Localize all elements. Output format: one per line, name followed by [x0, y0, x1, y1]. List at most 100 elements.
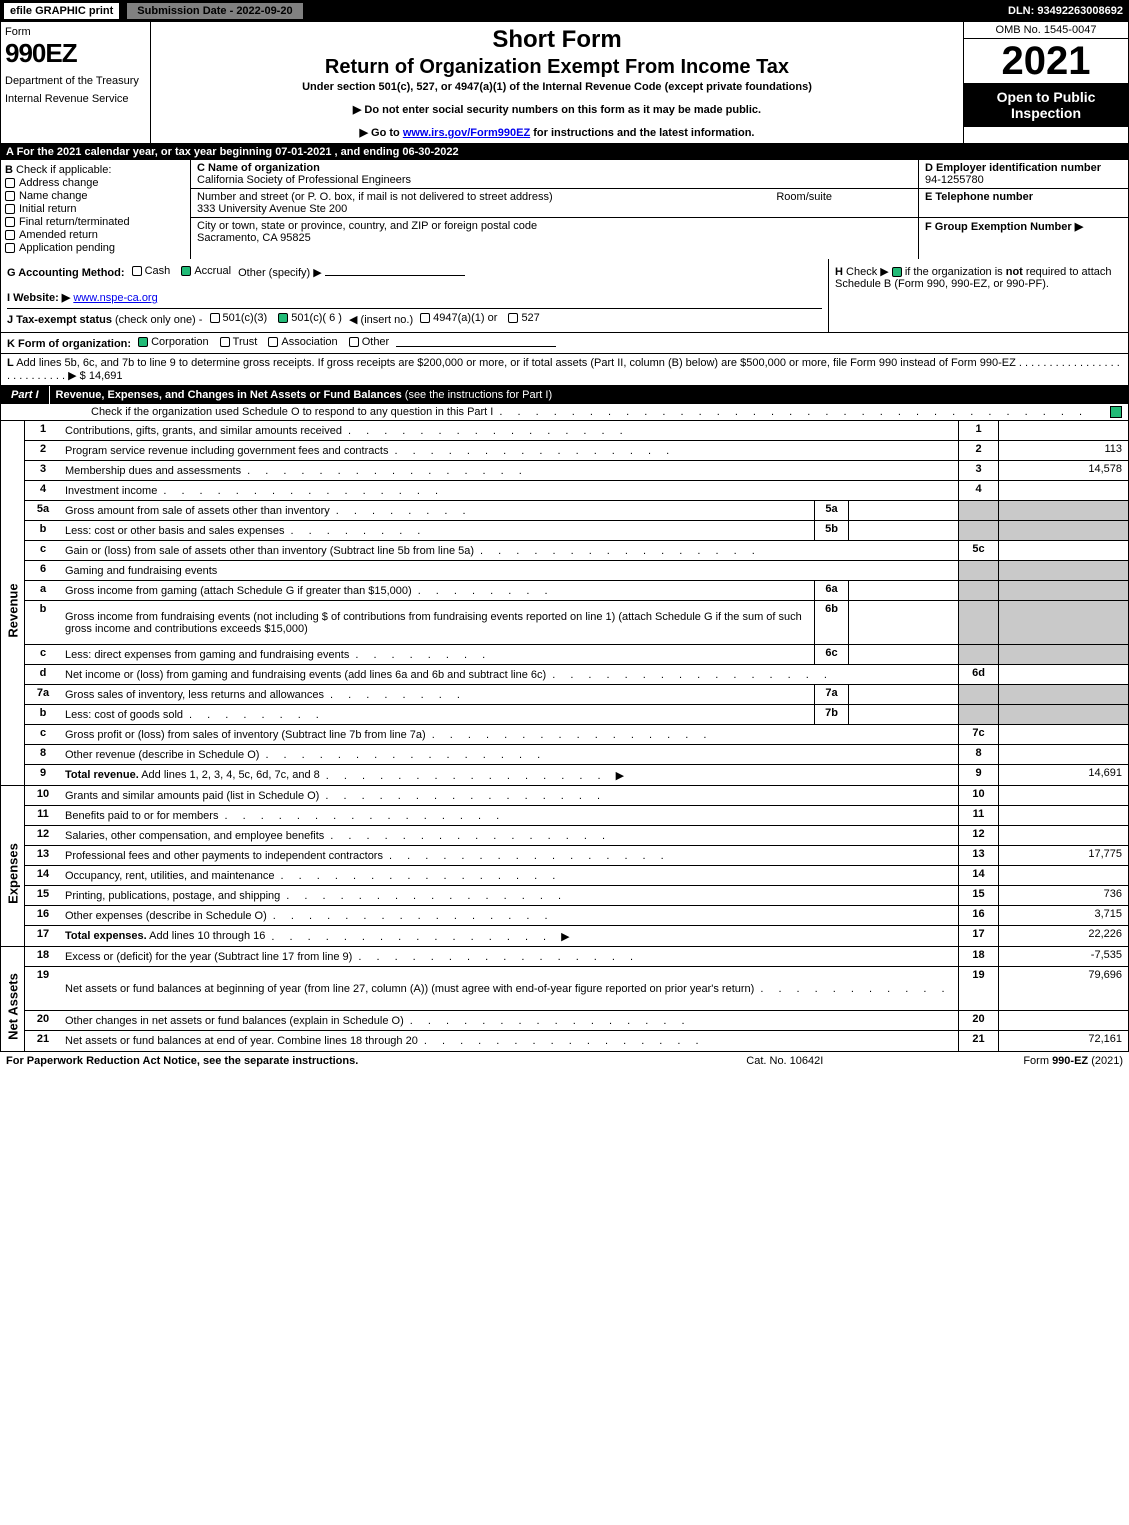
- cb-other-org[interactable]: Other: [349, 336, 390, 348]
- goto-post: for instructions and the latest informat…: [533, 127, 754, 139]
- line-number: 19: [25, 967, 61, 1010]
- checkbox-icon: [220, 337, 230, 347]
- checkbox-checked-icon: [138, 337, 148, 347]
- line-description: Total revenue. Add lines 1, 2, 3, 4, 5c,…: [61, 765, 958, 785]
- line-number: c: [25, 645, 61, 664]
- cb-address-change[interactable]: Address change: [5, 177, 186, 189]
- line-description: Printing, publications, postage, and shi…: [61, 886, 958, 905]
- cb-trust[interactable]: Trust: [220, 336, 258, 348]
- cb-527[interactable]: 527: [508, 312, 539, 324]
- line-right-val: [998, 521, 1128, 540]
- h-checkbox-checked-icon[interactable]: [892, 267, 902, 277]
- line-number: 4: [25, 481, 61, 500]
- line-description: Net assets or fund balances at end of ye…: [61, 1031, 958, 1051]
- line-row: 8Other revenue (describe in Schedule O).…: [25, 745, 1128, 765]
- line-description: Net income or (loss) from gaming and fun…: [61, 665, 958, 684]
- line-right-num: 14: [958, 866, 998, 885]
- h-txt2: if the organization is: [905, 266, 1006, 278]
- line-right-num: 4: [958, 481, 998, 500]
- d-label: D Employer identification number: [925, 162, 1122, 174]
- e-phone-row: E Telephone number: [919, 189, 1128, 218]
- line-row: 14Occupancy, rent, utilities, and mainte…: [25, 866, 1128, 886]
- cb-corporation[interactable]: Corporation: [138, 336, 208, 348]
- line-row: 11Benefits paid to or for members. . . .…: [25, 806, 1128, 826]
- line-description: Gross profit or (loss) from sales of inv…: [61, 725, 958, 744]
- line-right-val: [998, 866, 1128, 885]
- dept-label: Department of the Treasury: [5, 75, 146, 87]
- line-row: 15Printing, publications, postage, and s…: [25, 886, 1128, 906]
- revenue-section: Revenue 1Contributions, gifts, grants, a…: [0, 421, 1129, 785]
- line-right-num: 20: [958, 1011, 998, 1030]
- short-form-title: Short Form: [157, 26, 957, 54]
- cb-501c[interactable]: 501(c)( 6 ): [278, 312, 342, 324]
- l-label: L: [7, 357, 14, 369]
- part-1-sub: (see the instructions for Part I): [405, 389, 552, 401]
- irs-link[interactable]: www.irs.gov/Form990EZ: [403, 127, 530, 139]
- line-row: bGross income from fundraising events (n…: [25, 601, 1128, 645]
- part-1-dots: . . . . . . . . . . . . . . . . . . . . …: [493, 406, 1110, 418]
- line-right-num: 9: [958, 765, 998, 785]
- section-g-h: G Accounting Method: Cash Accrual Other …: [0, 259, 1129, 333]
- website-link[interactable]: www.nspe-ca.org: [73, 292, 157, 304]
- line-row: cLess: direct expenses from gaming and f…: [25, 645, 1128, 665]
- cb-initial-return[interactable]: Initial return: [5, 203, 186, 215]
- checkbox-icon: [5, 204, 15, 214]
- c-addr-value: 333 University Avenue Ste 200: [197, 203, 912, 215]
- e-value: [925, 203, 1122, 215]
- line-row: 6Gaming and fundraising events: [25, 561, 1128, 581]
- line-row: 9Total revenue. Add lines 1, 2, 3, 4, 5c…: [25, 765, 1128, 785]
- cb-accrual[interactable]: Accrual: [181, 265, 231, 277]
- cb-cash[interactable]: Cash: [132, 265, 171, 277]
- schedule-o-checkbox-checked-icon[interactable]: [1110, 406, 1122, 418]
- line-description: Gross sales of inventory, less returns a…: [61, 685, 814, 704]
- sub-line-value: [848, 581, 958, 600]
- line-description: Investment income. . . . . . . . . . . .…: [61, 481, 958, 500]
- line-right-num: 10: [958, 786, 998, 805]
- line-number: 18: [25, 947, 61, 966]
- line-row: 16Other expenses (describe in Schedule O…: [25, 906, 1128, 926]
- efile-label: efile GRAPHIC print: [4, 3, 119, 19]
- cb-association[interactable]: Association: [268, 336, 337, 348]
- f-label: F Group Exemption Number ▶: [925, 220, 1122, 233]
- line-right-num: [958, 581, 998, 600]
- g-label: G Accounting Method:: [7, 267, 125, 279]
- line-row: cGross profit or (loss) from sales of in…: [25, 725, 1128, 745]
- ssn-note: ▶ Do not enter social security numbers o…: [157, 103, 957, 116]
- cb-amended-return[interactable]: Amended return: [5, 229, 186, 241]
- omb-label: OMB No. 1545-0047: [964, 22, 1128, 39]
- cb-4947[interactable]: 4947(a)(1) or: [420, 312, 497, 324]
- i-label: I Website: ▶: [7, 292, 70, 304]
- org-name-row: C Name of organization California Societ…: [191, 160, 918, 189]
- form-number: 990EZ: [5, 38, 146, 69]
- column-def: D Employer identification number 94-1255…: [918, 160, 1128, 259]
- cb-application-pending[interactable]: Application pending: [5, 242, 186, 254]
- line-right-val: 79,696: [998, 967, 1128, 1010]
- sub-line-value: [848, 705, 958, 724]
- cb-501c3[interactable]: 501(c)(3): [210, 312, 268, 324]
- line-right-num: 13: [958, 846, 998, 865]
- footer-cat-no: Cat. No. 10642I: [746, 1055, 823, 1067]
- footer-left: For Paperwork Reduction Act Notice, see …: [6, 1055, 358, 1067]
- line-right-val: 736: [998, 886, 1128, 905]
- form-main-title: Return of Organization Exempt From Incom…: [157, 56, 957, 79]
- cb-name-change[interactable]: Name change: [5, 190, 186, 202]
- line-row: bLess: cost or other basis and sales exp…: [25, 521, 1128, 541]
- line-description: Less: direct expenses from gaming and fu…: [61, 645, 814, 664]
- l-text: Add lines 5b, 6c, and 7b to line 9 to de…: [16, 357, 1016, 369]
- cb-final-return[interactable]: Final return/terminated: [5, 216, 186, 228]
- sub-line-label: 6c: [814, 645, 848, 664]
- sub-line-value: [848, 501, 958, 520]
- line-right-num: 12: [958, 826, 998, 845]
- g-accounting-row: G Accounting Method: Cash Accrual Other …: [7, 265, 822, 279]
- checkbox-icon: [268, 337, 278, 347]
- checkbox-icon: [5, 217, 15, 227]
- row-k: K Form of organization: Corporation Trus…: [0, 333, 1129, 354]
- line-right-num: 17: [958, 926, 998, 946]
- line-right-val: 22,226: [998, 926, 1128, 946]
- line-description: Less: cost or other basis and sales expe…: [61, 521, 814, 540]
- h-block: H Check ▶ if the organization is not req…: [828, 259, 1128, 332]
- line-right-num: 8: [958, 745, 998, 764]
- j-sm: (check only one) -: [115, 314, 202, 326]
- line-number: 1: [25, 421, 61, 440]
- line-row: 21Net assets or fund balances at end of …: [25, 1031, 1128, 1051]
